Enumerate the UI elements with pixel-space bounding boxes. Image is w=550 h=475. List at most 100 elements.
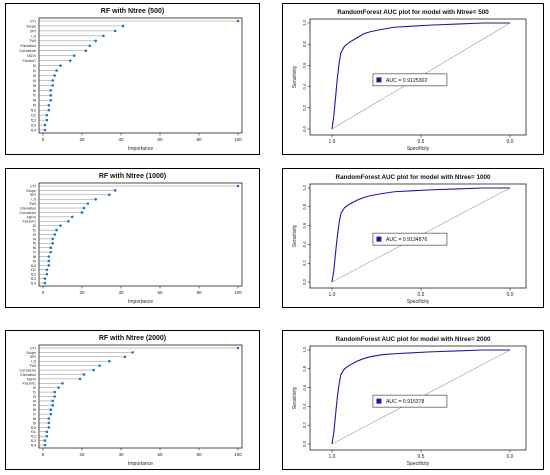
dot-point bbox=[57, 386, 60, 389]
dot-point bbox=[43, 277, 47, 280]
dot-point bbox=[51, 242, 55, 245]
dot-point bbox=[92, 368, 95, 372]
x-tick-label: 1.0 bbox=[329, 292, 336, 298]
category-label: FactorC bbox=[22, 220, 36, 224]
legend-box bbox=[372, 73, 448, 87]
category-label: f5 bbox=[33, 242, 36, 246]
chart-svg: RF with Ntree (1000) CTISlopeSPILSTWIElev… bbox=[5, 168, 260, 308]
category-label: f5 bbox=[33, 404, 36, 408]
dot-point bbox=[47, 255, 51, 258]
chart-title: RandomForest AUC plot for model with Ntr… bbox=[336, 174, 491, 181]
category-label: f9 bbox=[33, 104, 36, 108]
dot-point bbox=[88, 44, 92, 48]
panel-frame bbox=[5, 168, 260, 308]
category-label: TWI bbox=[29, 39, 36, 43]
x-tick-label: 1.0 bbox=[329, 454, 336, 460]
dot-point bbox=[113, 189, 117, 192]
dot-point bbox=[49, 89, 53, 92]
chart-title: RF with Ntree (1000) bbox=[99, 173, 166, 180]
category-label: f1 bbox=[33, 228, 36, 232]
panel-frame bbox=[5, 3, 260, 155]
dot-point bbox=[49, 98, 53, 102]
panel-frame bbox=[282, 3, 544, 155]
category-label: f8 bbox=[33, 99, 36, 103]
y-tick-label: 0.8 bbox=[302, 41, 307, 47]
dot-point bbox=[45, 430, 49, 434]
category-label: f13 bbox=[31, 123, 36, 127]
legend-box bbox=[372, 232, 448, 246]
dot-point bbox=[78, 377, 82, 381]
category-label: f6 bbox=[33, 408, 36, 412]
dot-point bbox=[45, 272, 49, 276]
dot-point bbox=[55, 69, 58, 72]
dot-point bbox=[47, 417, 51, 420]
category-label: Curvature bbox=[19, 211, 36, 215]
y-tick-label: 0.6 bbox=[302, 222, 307, 228]
category-label: f11 bbox=[31, 114, 36, 118]
legend-marker bbox=[376, 398, 382, 404]
y-tick-label: 1.0 bbox=[302, 19, 307, 25]
category-label: NDVI bbox=[27, 54, 36, 58]
category-label: Slope bbox=[26, 24, 36, 28]
dot-point bbox=[47, 426, 51, 429]
category-label: SPI bbox=[30, 29, 36, 33]
dot-point bbox=[82, 373, 86, 376]
plot-frame bbox=[309, 18, 527, 136]
x-tick-label: 0.5 bbox=[418, 292, 425, 298]
roc-curve bbox=[331, 22, 510, 130]
y-tick-label: 1.0 bbox=[302, 184, 307, 190]
y-tick-label: 0.2 bbox=[302, 422, 307, 428]
category-label: LS bbox=[31, 360, 36, 364]
dot-point bbox=[86, 202, 90, 205]
dot-point bbox=[113, 29, 117, 33]
dot-point bbox=[53, 233, 56, 236]
x-tick-label: 0.0 bbox=[507, 454, 514, 460]
x-axis-label: Importance bbox=[128, 299, 153, 305]
panel-frame bbox=[282, 168, 544, 308]
category-label: f10 bbox=[31, 426, 36, 430]
dot-point bbox=[123, 355, 127, 359]
roc-panel-2000: RandomForest AUC plot for model with Ntr… bbox=[282, 330, 544, 470]
category-label: f14 bbox=[31, 281, 36, 285]
x-tick-label: 80 bbox=[196, 137, 202, 142]
panel-frame bbox=[282, 330, 544, 470]
importance-panel-500: RF with Ntree (500) CTI Slope SPI LS TWI Eleva… bbox=[5, 3, 260, 155]
dot-point bbox=[45, 434, 49, 438]
chart-svg: RandomForest AUC plot for model with Ntr… bbox=[282, 330, 544, 470]
x-axis-label: Specificity bbox=[407, 146, 430, 152]
importance-panel-2000: RF with Ntree (2000) CTI Slope SPI LS TWI Curv… bbox=[5, 330, 260, 470]
dot-point bbox=[47, 259, 51, 263]
x-tick-label: 80 bbox=[196, 452, 202, 457]
chart-title: RandomForest AUC plot for model with Ntr… bbox=[336, 336, 491, 343]
category-label: f9 bbox=[33, 421, 36, 425]
legend-marker bbox=[376, 77, 382, 83]
category-label: CTI bbox=[30, 346, 36, 350]
dot-point bbox=[47, 103, 51, 107]
dot-point bbox=[43, 281, 47, 285]
roc-panel-500: RandomForest AUC plot for model with Ntr… bbox=[282, 3, 544, 155]
panel-frame bbox=[5, 330, 260, 470]
x-tick-label: 100 bbox=[234, 452, 242, 457]
chart-svg: RF with Ntree (500) CTISlopeSPILSTWIEleva… bbox=[5, 3, 260, 155]
x-tick-label: 80 bbox=[196, 290, 202, 295]
category-label: Curvature bbox=[19, 49, 36, 53]
y-tick-label: 0.2 bbox=[302, 104, 307, 110]
dot-point bbox=[98, 364, 101, 367]
category-label: SPI bbox=[30, 355, 36, 359]
category-label: NDVI bbox=[27, 377, 36, 381]
y-axis-label: Sensitivity bbox=[292, 65, 298, 88]
category-label: f4 bbox=[33, 79, 36, 83]
dot-point bbox=[236, 19, 240, 23]
category-label: FactorC bbox=[22, 59, 36, 63]
dot-point bbox=[49, 412, 53, 416]
dot-point bbox=[108, 193, 111, 197]
category-label: f12 bbox=[31, 273, 36, 277]
legend-label: AUC = 0.915378 bbox=[386, 399, 425, 405]
category-label: TWI bbox=[29, 202, 36, 206]
category-label: Elevation bbox=[20, 373, 36, 377]
x-tick-label: 60 bbox=[157, 137, 163, 142]
x-tick-label: 1.0 bbox=[329, 139, 336, 145]
category-label: f6 bbox=[33, 246, 36, 250]
category-label: f10 bbox=[31, 109, 36, 113]
category-label: f3 bbox=[33, 233, 36, 237]
